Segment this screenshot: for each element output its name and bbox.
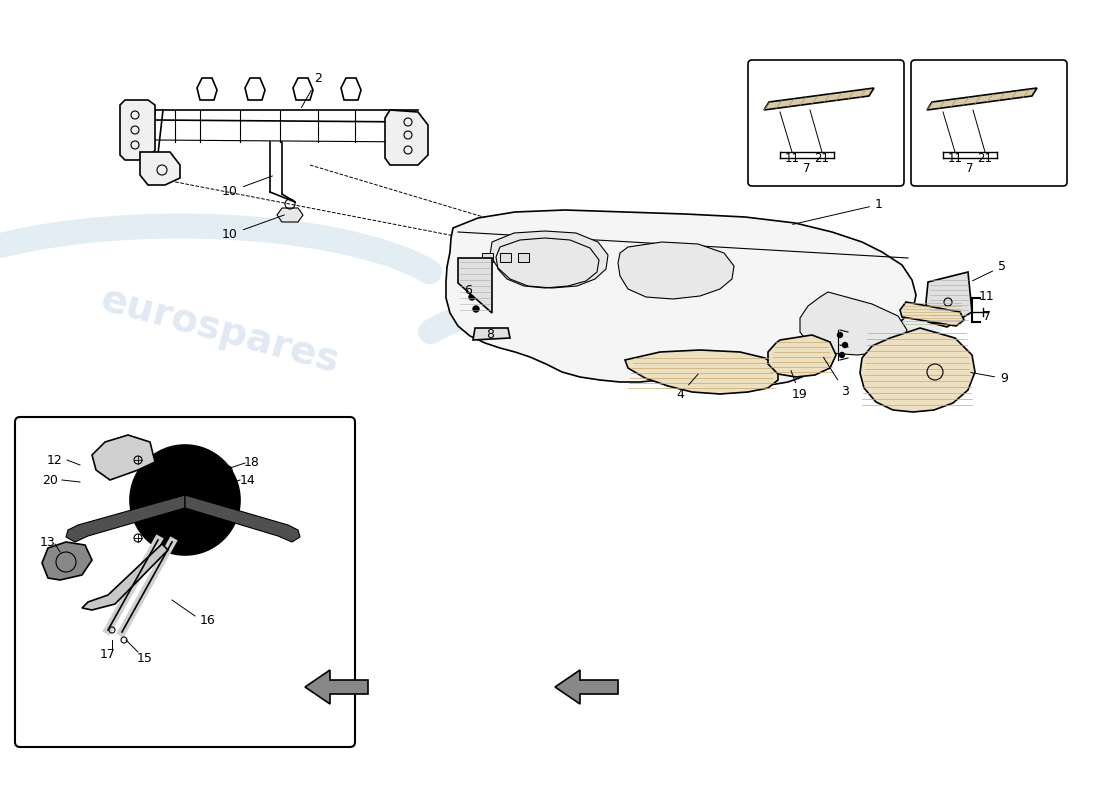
FancyBboxPatch shape [748, 60, 904, 186]
Polygon shape [625, 350, 778, 394]
Text: 21: 21 [814, 153, 829, 166]
Polygon shape [556, 670, 618, 704]
Circle shape [473, 306, 478, 312]
Circle shape [843, 342, 847, 347]
Text: 21: 21 [978, 153, 992, 166]
Polygon shape [140, 152, 180, 185]
Polygon shape [92, 435, 155, 480]
Text: 2: 2 [301, 72, 322, 107]
Text: 1: 1 [793, 198, 883, 224]
Text: 7: 7 [966, 162, 974, 174]
Text: 11: 11 [784, 153, 800, 166]
Text: 3: 3 [824, 358, 849, 398]
Text: 19: 19 [791, 370, 807, 401]
Text: 20: 20 [42, 474, 58, 486]
Polygon shape [185, 495, 300, 542]
Text: eurospares: eurospares [527, 300, 773, 400]
Circle shape [473, 282, 478, 288]
Polygon shape [768, 335, 836, 377]
Polygon shape [518, 253, 529, 262]
Circle shape [469, 294, 475, 300]
Text: 15: 15 [138, 651, 153, 665]
Text: 18: 18 [244, 455, 260, 469]
Text: 16: 16 [200, 614, 216, 626]
FancyBboxPatch shape [911, 60, 1067, 186]
Polygon shape [82, 544, 168, 610]
Polygon shape [120, 100, 155, 160]
Polygon shape [860, 328, 975, 412]
Polygon shape [473, 328, 510, 340]
Polygon shape [385, 110, 428, 165]
Polygon shape [305, 670, 369, 704]
Polygon shape [926, 272, 972, 327]
Text: 11: 11 [947, 153, 962, 166]
Text: 6: 6 [464, 283, 472, 297]
Polygon shape [482, 253, 493, 262]
Text: 13: 13 [40, 535, 56, 549]
Polygon shape [277, 208, 302, 222]
Polygon shape [458, 258, 492, 313]
Text: eurospares: eurospares [97, 280, 343, 380]
Text: 14: 14 [240, 474, 256, 486]
Circle shape [130, 445, 240, 555]
Polygon shape [500, 253, 512, 262]
Text: 10: 10 [222, 176, 273, 198]
Circle shape [837, 333, 843, 338]
Polygon shape [618, 242, 734, 299]
Text: 5: 5 [972, 260, 1006, 281]
Polygon shape [490, 231, 608, 288]
Polygon shape [764, 88, 875, 110]
Text: 17: 17 [100, 649, 116, 662]
Text: 4: 4 [676, 374, 698, 401]
Polygon shape [66, 495, 185, 542]
Polygon shape [42, 542, 92, 580]
Circle shape [147, 462, 223, 538]
FancyBboxPatch shape [15, 417, 355, 747]
Text: 7: 7 [983, 310, 991, 323]
Text: 10: 10 [222, 215, 285, 241]
Text: 8: 8 [486, 329, 494, 342]
Polygon shape [927, 88, 1037, 110]
Text: 12: 12 [47, 454, 63, 466]
Circle shape [839, 353, 845, 358]
Polygon shape [446, 210, 916, 385]
Polygon shape [900, 302, 964, 326]
Polygon shape [800, 292, 907, 355]
Circle shape [469, 270, 475, 276]
Text: 9: 9 [970, 372, 1008, 385]
Text: 11: 11 [979, 290, 994, 302]
Text: 7: 7 [803, 162, 811, 174]
